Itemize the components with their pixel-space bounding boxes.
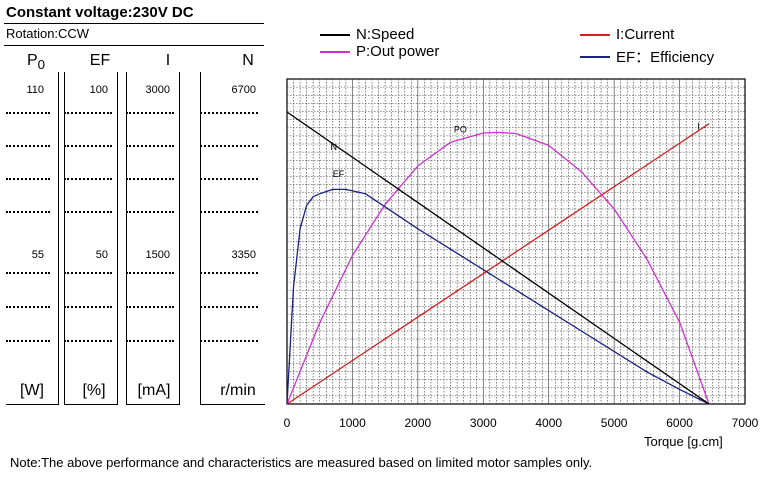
legend-efficiency-swatch	[580, 55, 610, 58]
legend-power: P:Out power	[320, 43, 439, 60]
legend-current-label: I:Current	[616, 26, 675, 43]
scale-column-efficiency	[64, 72, 118, 405]
legend-efficiency: EF：Efficiency	[580, 46, 714, 67]
col-header-speed: N	[242, 52, 254, 69]
x-tick-label: 2000	[405, 416, 432, 430]
scale-dotted-mark	[64, 112, 112, 114]
scale-dotted-mark	[126, 112, 174, 114]
current-scale-mid: 1500	[145, 249, 170, 261]
x-tick-label: 0	[284, 416, 291, 430]
scale-dotted-mark	[200, 112, 258, 114]
curve-label-po: PO	[454, 125, 467, 135]
legend-speed-swatch	[320, 33, 350, 36]
speed-scale-top: 6700	[231, 84, 256, 96]
power-scale-mid: 55	[31, 249, 44, 261]
scale-dotted-mark	[126, 211, 174, 213]
x-tick-label: 7000	[732, 416, 759, 430]
scale-dotted-mark	[200, 272, 258, 274]
scale-dotted-mark	[200, 340, 258, 342]
scale-dotted-mark	[64, 340, 112, 342]
legend-current-swatch	[580, 33, 610, 36]
scale-dotted-mark	[200, 211, 258, 213]
x-axis-ticks: 0 1000 2000 3000 4000 5000 6000 7000	[284, 416, 759, 430]
x-axis-title: Torque [g.cm]	[644, 434, 723, 449]
scale-dotted-mark	[6, 340, 50, 342]
curve-label-i: I	[697, 121, 700, 131]
legend-current: I:Current	[580, 26, 674, 43]
scale-dotted-mark	[6, 112, 50, 114]
scale-table	[6, 72, 265, 405]
efficiency-scale-mid: 50	[95, 249, 108, 261]
unit-power: [W]	[20, 382, 44, 399]
scale-dotted-mark	[126, 272, 174, 274]
scale-dotted-mark	[64, 211, 112, 213]
x-tick-label: 3000	[470, 416, 497, 430]
scale-column-power	[6, 72, 59, 405]
power-scale-top: 110	[26, 84, 44, 96]
col-header-power: P0	[26, 52, 46, 73]
chart-grid	[286, 78, 746, 405]
scale-column-speed	[200, 72, 265, 405]
efficiency-scale-top: 100	[89, 84, 108, 96]
legend-power-swatch	[320, 50, 350, 53]
scale-dotted-mark	[64, 145, 112, 147]
scale-dotted-mark	[6, 178, 50, 180]
col-header-efficiency: EF	[89, 52, 111, 69]
scale-dotted-mark	[126, 145, 174, 147]
series-line-ef	[286, 188, 710, 405]
series-line-i	[286, 123, 710, 405]
scale-dotted-mark	[6, 145, 50, 147]
speed-scale-mid: 3350	[231, 249, 256, 261]
scale-column-current	[126, 72, 180, 405]
curve-label-n: N	[331, 142, 338, 152]
scale-dotted-mark	[64, 306, 112, 308]
legend-speed-label: N:Speed	[356, 26, 415, 43]
legend-speed: N:Speed	[320, 26, 414, 43]
legend-efficiency-label: EF：Efficiency	[616, 49, 715, 66]
curve-labels: N PO EF I	[331, 121, 700, 179]
unit-speed: r/min	[220, 382, 256, 399]
x-tick-label: 6000	[666, 416, 693, 430]
x-tick-label: 4000	[535, 416, 562, 430]
scale-dotted-mark	[64, 178, 112, 180]
current-scale-top: 3000	[145, 84, 170, 96]
title-divider	[4, 23, 264, 24]
scale-dotted-mark	[6, 306, 50, 308]
footnote: Note:The above performance and character…	[10, 455, 593, 470]
rotation-divider	[4, 45, 264, 46]
x-tick-label: 5000	[601, 416, 628, 430]
col-header-current: I	[165, 52, 171, 69]
x-tick-label: 1000	[339, 416, 366, 430]
scale-dotted-mark	[126, 340, 174, 342]
scale-dotted-mark	[126, 178, 174, 180]
curve-label-ef: EF	[333, 169, 345, 179]
unit-current: [mA]	[137, 382, 171, 399]
scale-dotted-mark	[6, 211, 50, 213]
series-line-n	[286, 111, 710, 405]
scale-dotted-mark	[200, 306, 258, 308]
chart-curves	[286, 111, 710, 405]
scale-dotted-mark	[6, 272, 50, 274]
series-line-p	[286, 131, 710, 405]
unit-efficiency: [%]	[82, 382, 106, 399]
legend-power-label: P:Out power	[356, 43, 440, 60]
page-title: Constant voltage:230V DC	[6, 4, 194, 21]
scale-dotted-mark	[126, 306, 174, 308]
scale-dotted-mark	[64, 272, 112, 274]
scale-dotted-mark	[200, 178, 258, 180]
scale-dotted-mark	[200, 145, 258, 147]
rotation-label: Rotation:CCW	[6, 26, 90, 41]
